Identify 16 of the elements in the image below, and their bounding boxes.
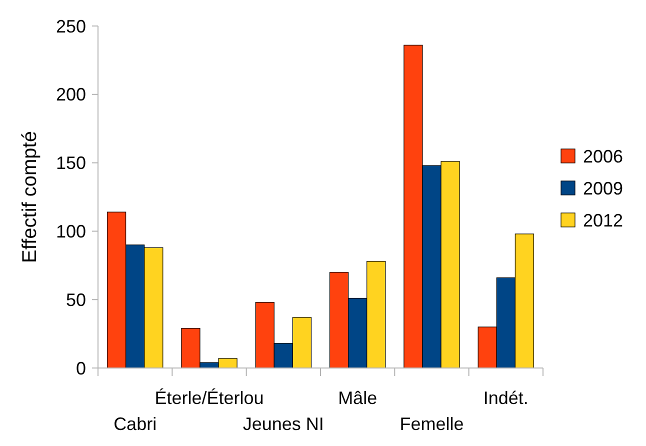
y-axis-title: Effectif compté [19, 131, 41, 263]
x-tick-label: Indét. [483, 388, 528, 408]
legend-label: 2006 [583, 146, 624, 166]
y-tick-label: 250 [56, 16, 86, 36]
x-tick-label: Mâle [338, 388, 378, 408]
x-tick-label: Jeunes NI [242, 414, 324, 434]
legend-label: 2012 [583, 210, 624, 230]
y-tick-label: 150 [56, 153, 86, 174]
legend-label: 2009 [583, 178, 624, 198]
y-tick-label: 200 [56, 84, 86, 105]
x-tick-label: Cabri [114, 414, 157, 434]
y-tick-label: 100 [56, 222, 86, 242]
y-tick-label: 0 [76, 358, 86, 378]
y-tick-label: 50 [66, 290, 86, 310]
x-tick-label: Éterle/Éterlou [154, 388, 264, 408]
x-tick-label: Femelle [400, 414, 464, 434]
